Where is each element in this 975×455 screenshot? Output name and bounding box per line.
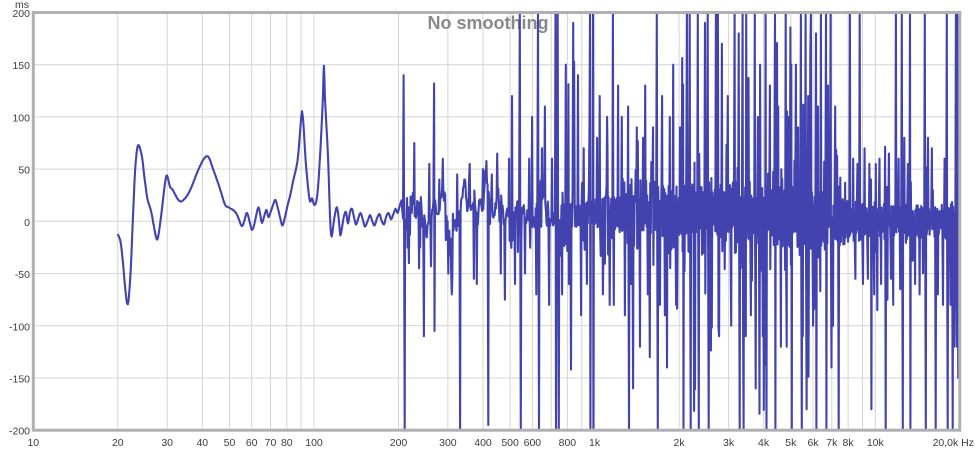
svg-text:-200: -200: [9, 426, 30, 438]
svg-text:10k: 10k: [867, 437, 885, 449]
svg-text:300: 300: [439, 437, 457, 449]
svg-text:200: 200: [390, 437, 408, 449]
svg-text:ms: ms: [15, 0, 29, 11]
svg-text:800: 800: [559, 437, 577, 449]
svg-text:20: 20: [112, 437, 124, 449]
svg-text:0: 0: [24, 217, 30, 229]
svg-text:3k: 3k: [723, 437, 735, 449]
svg-text:8k: 8k: [843, 437, 855, 449]
svg-text:70: 70: [265, 437, 277, 449]
svg-text:50: 50: [18, 165, 30, 177]
svg-text:60: 60: [246, 437, 258, 449]
svg-text:80: 80: [281, 437, 293, 449]
svg-text:-50: -50: [15, 269, 30, 281]
svg-text:2k: 2k: [674, 437, 686, 449]
svg-text:40: 40: [196, 437, 208, 449]
svg-text:-100: -100: [9, 321, 30, 333]
svg-text:10: 10: [27, 437, 39, 449]
svg-text:150: 150: [12, 60, 30, 72]
svg-text:6k: 6k: [807, 437, 819, 449]
svg-text:4k: 4k: [758, 437, 770, 449]
svg-text:50: 50: [224, 437, 236, 449]
svg-text:500: 500: [501, 437, 519, 449]
svg-text:7k: 7k: [826, 437, 838, 449]
svg-text:600: 600: [524, 437, 542, 449]
svg-text:5k: 5k: [785, 437, 797, 449]
svg-text:30: 30: [161, 437, 173, 449]
svg-text:1k: 1k: [589, 437, 601, 449]
svg-text:200: 200: [12, 8, 30, 20]
svg-text:No smoothing: No smoothing: [428, 13, 549, 33]
svg-text:20,0k Hz: 20,0k Hz: [933, 437, 974, 449]
svg-text:-150: -150: [9, 374, 30, 386]
svg-text:100: 100: [12, 112, 30, 124]
svg-text:100: 100: [305, 437, 323, 449]
svg-text:400: 400: [474, 437, 492, 449]
